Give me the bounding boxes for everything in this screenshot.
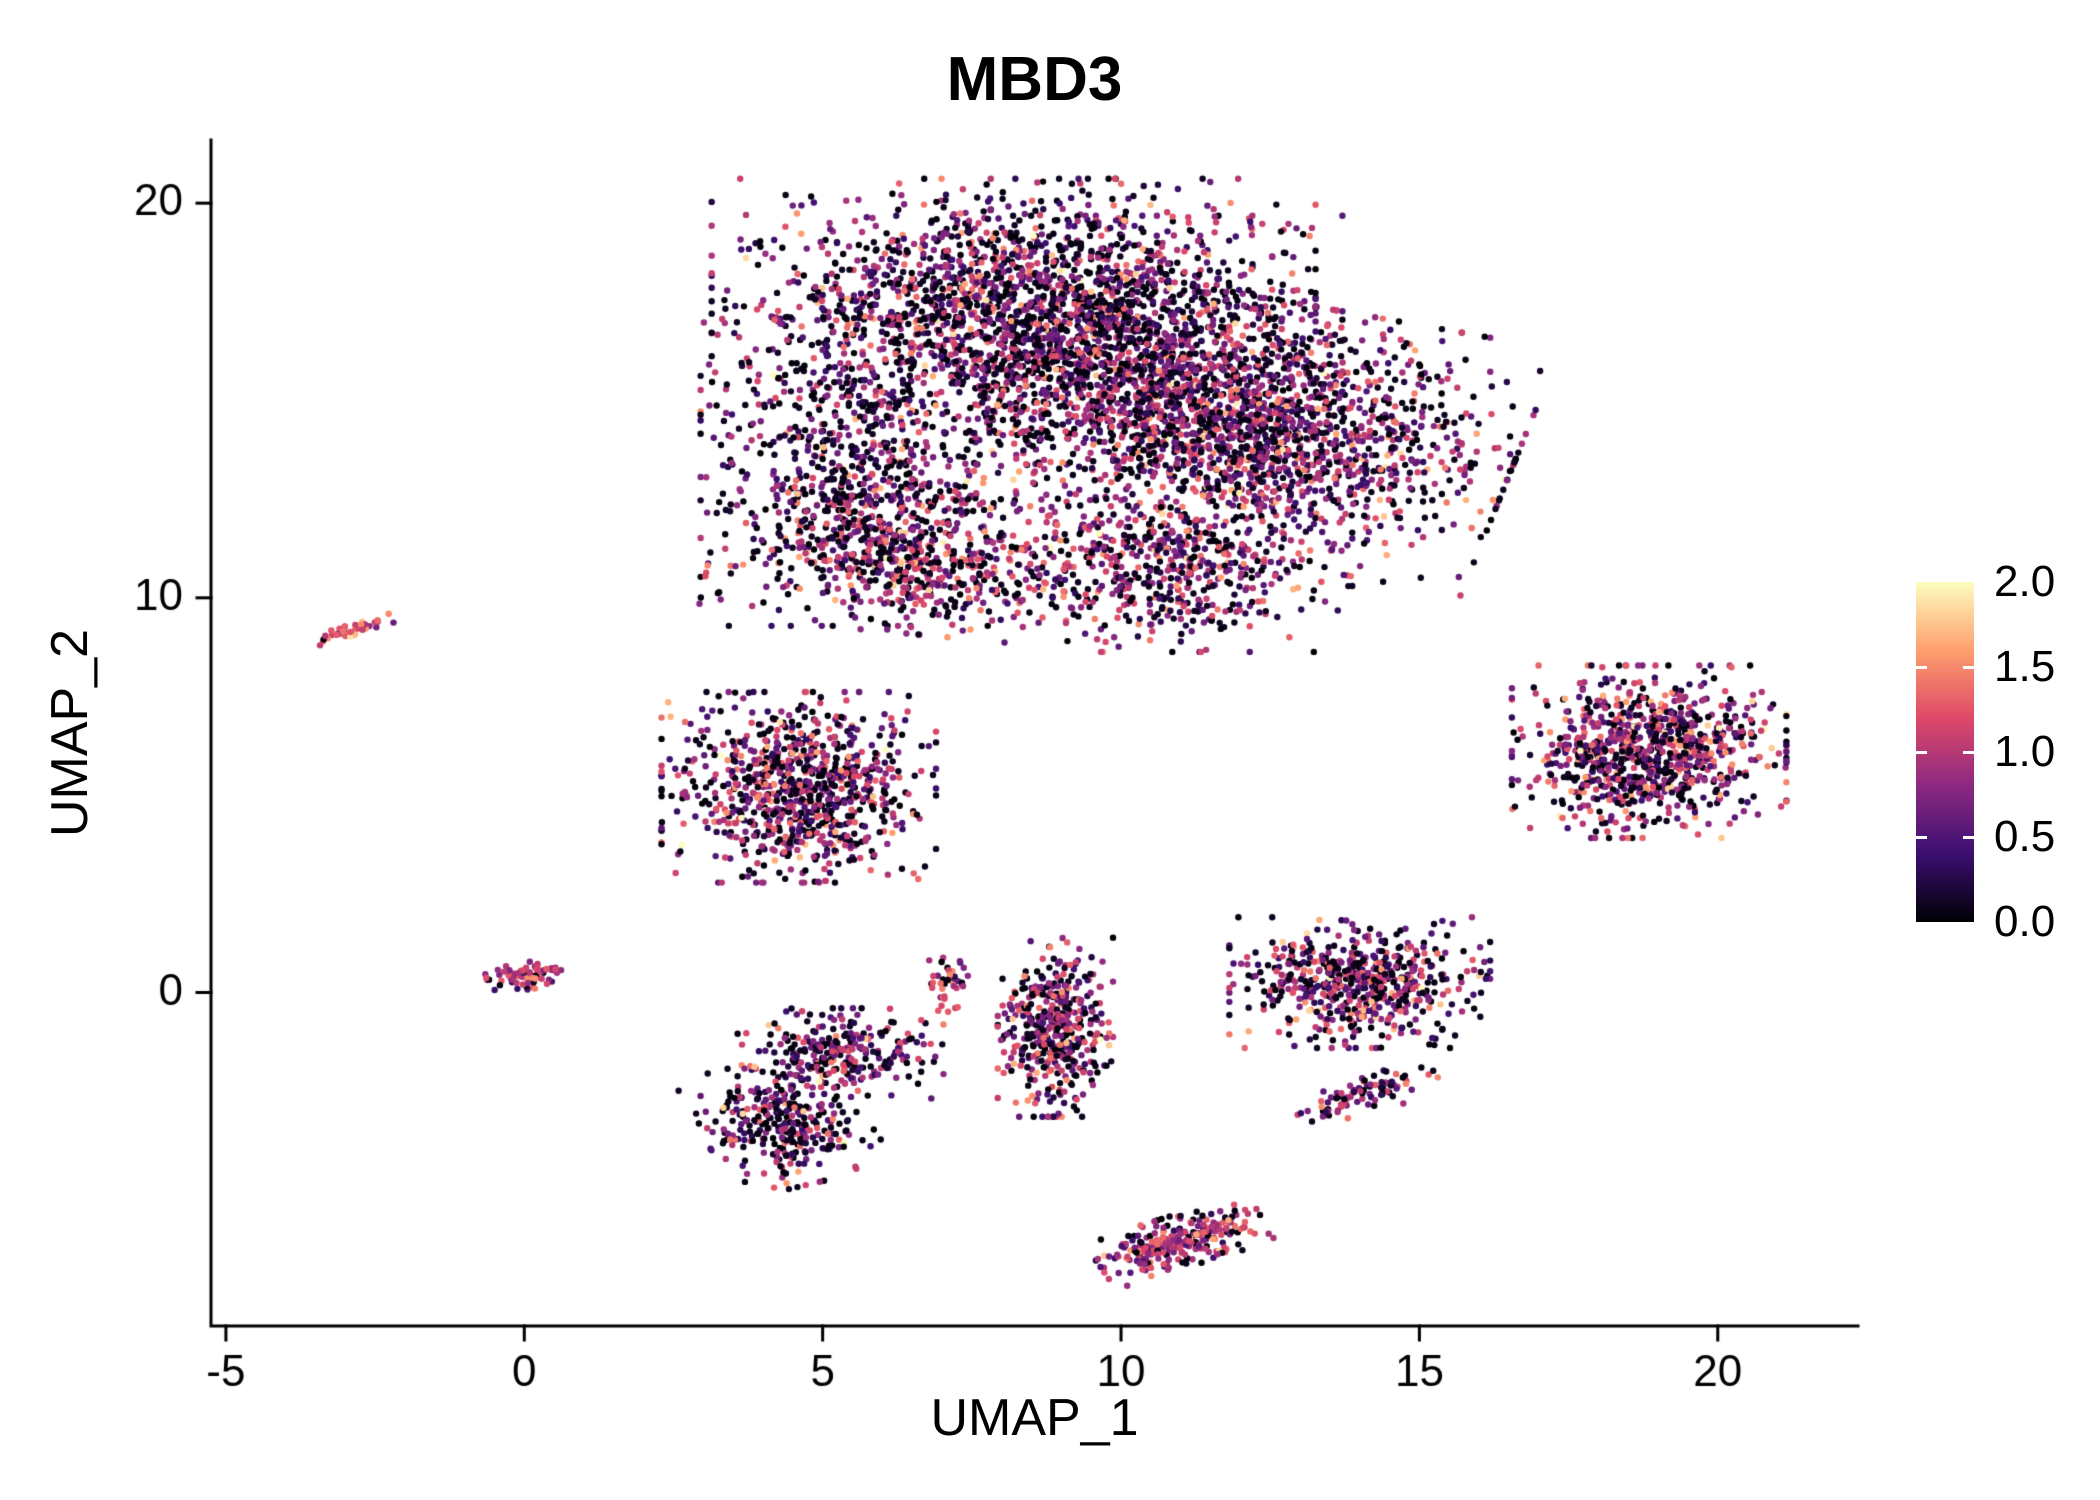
colorbar-tick-mark: [1963, 665, 1974, 669]
colorbar-tick-mark: [1916, 835, 1927, 839]
colorbar-tick-label: 1.5: [1994, 642, 2056, 691]
colorbar-tick-mark: [1963, 835, 1974, 839]
colorbar-tick-mark: [1963, 750, 1974, 754]
colorbar-tick-label: 0.0: [1994, 897, 2056, 946]
y-axis-label: UMAP_2: [41, 628, 99, 838]
plot-title: MBD3: [946, 45, 1123, 114]
colorbar-tick-label: 1.0: [1994, 727, 2056, 776]
x-axis-label: UMAP_1: [930, 1389, 1139, 1447]
colorbar-tick-label: 0.5: [1994, 812, 2056, 861]
colorbar-tick-mark: [1916, 750, 1927, 754]
colorbar-tick-mark: [1916, 665, 1927, 669]
colorbar-tick-label: 2.0: [1994, 557, 2056, 606]
colorbar-gradient: [1916, 582, 1974, 922]
